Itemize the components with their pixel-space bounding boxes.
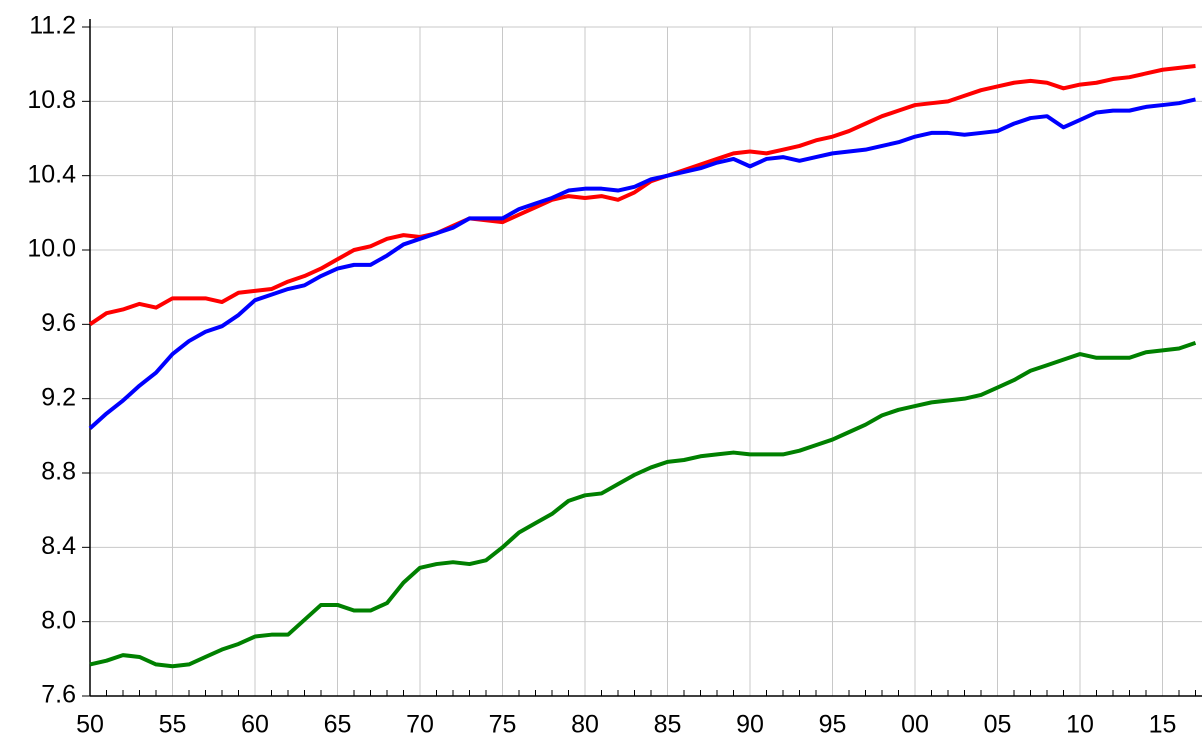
x-tick-label: 95 (819, 711, 847, 739)
y-tick-label: 10.8 (27, 86, 76, 114)
x-tick-label: 10 (1066, 711, 1094, 739)
series-line (88, 64, 1196, 326)
x-tick-label: 50 (76, 711, 104, 739)
y-tick-label: 8.0 (41, 606, 76, 634)
x-tick-label: 70 (406, 711, 434, 739)
x-tick-label: 65 (324, 711, 352, 739)
x-tick-label: 75 (489, 711, 517, 739)
x-tick-label: 15 (1149, 711, 1177, 739)
series-line (89, 341, 1197, 669)
series-line (88, 97, 1196, 430)
x-tick-label: 00 (901, 711, 929, 739)
y-tick-label: 9.2 (41, 383, 76, 411)
x-tick-label: 90 (736, 711, 764, 739)
x-tick-label: 85 (654, 711, 682, 739)
y-tick-label: 7.6 (41, 681, 76, 709)
y-tick-label: 8.4 (41, 532, 76, 560)
x-tick-label: 80 (571, 711, 599, 739)
y-tick-label: 8.8 (41, 458, 76, 486)
x-tick-label: 05 (984, 711, 1012, 739)
x-tick-label: 55 (159, 711, 187, 739)
x-tick-label: 60 (241, 711, 269, 739)
y-tick-label: 11.2 (29, 12, 76, 40)
y-tick-label: 9.6 (41, 309, 76, 337)
y-tick-label: 10.0 (27, 235, 76, 263)
y-tick-label: 10.4 (27, 160, 76, 188)
